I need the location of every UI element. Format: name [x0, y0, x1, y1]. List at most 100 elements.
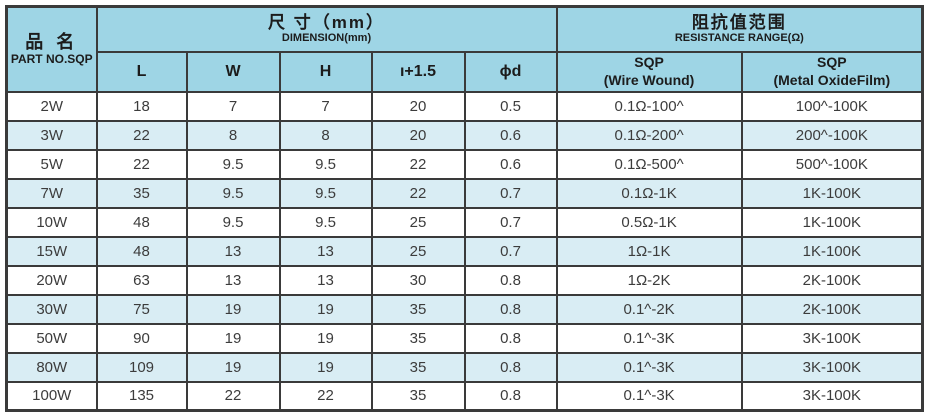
part-no-cell: 3W [5, 119, 98, 151]
lead-length-cell: 35 [370, 380, 466, 412]
col-header-W: W [185, 50, 281, 93]
lead-length-cell: 25 [370, 235, 466, 267]
dim-h-cell: 13 [278, 235, 373, 267]
dim-l-cell: 22 [95, 119, 188, 151]
dimension-header-zh: 尺 寸（mm） [268, 12, 386, 32]
col-header-lead-length-label: ı+1.5 [399, 62, 437, 80]
table-row: 50W 90 19 19 35 0.8 0.1^-3K 3K-100K [5, 322, 924, 354]
dim-w-cell: 7 [185, 90, 281, 122]
dim-l-cell: 75 [95, 293, 188, 325]
dim-l-cell: 135 [95, 380, 188, 412]
dim-h-cell: 9.5 [278, 148, 373, 180]
resistance-header-zh: 阻抗值范围 [691, 12, 787, 32]
metal-oxide-range-cell: 1K-100K [740, 235, 924, 267]
lead-diameter-cell: 0.8 [463, 322, 558, 354]
wire-wound-range-cell: 0.5Ω-1K [555, 206, 743, 238]
dim-l-cell: 48 [95, 206, 188, 238]
col-header-lead-diameter: ϕd [463, 50, 558, 93]
part-no-header: 品 名 PART NO.SQP [5, 5, 98, 93]
table-row: 2W 18 7 7 20 0.5 0.1Ω-100^ 100^-100K [5, 90, 924, 122]
spec-table: 品 名 PART NO.SQP 尺 寸（mm） DIMENSION(mm) 阻抗… [5, 5, 925, 412]
lead-diameter-cell: 0.7 [463, 206, 558, 238]
lead-length-cell: 30 [370, 264, 466, 296]
dim-w-cell: 13 [185, 235, 281, 267]
lead-diameter-cell: 0.6 [463, 119, 558, 151]
part-no-cell: 7W [5, 177, 98, 209]
dim-h-cell: 19 [278, 322, 373, 354]
table-row: 30W 75 19 19 35 0.8 0.1^-2K 2K-100K [5, 293, 924, 325]
wire-wound-range-cell: 1Ω-2K [555, 264, 743, 296]
lead-diameter-cell: 0.5 [463, 90, 558, 122]
part-no-cell: 2W [5, 90, 98, 122]
dim-w-cell: 9.5 [185, 148, 281, 180]
dim-l-cell: 63 [95, 264, 188, 296]
metal-oxide-range-cell: 3K-100K [740, 351, 924, 383]
dim-l-cell: 35 [95, 177, 188, 209]
table-header: 品 名 PART NO.SQP 尺 寸（mm） DIMENSION(mm) 阻抗… [5, 5, 924, 93]
dim-l-cell: 22 [95, 148, 188, 180]
resistance-group-header: 阻抗值范围 RESISTANCE RANGE(Ω) [555, 5, 924, 53]
dim-h-cell: 7 [278, 90, 373, 122]
part-no-cell: 15W [5, 235, 98, 267]
table-row: 100W 135 22 22 35 0.8 0.1^-3K 3K-100K [5, 380, 924, 412]
table-row: 7W 35 9.5 9.5 22 0.7 0.1Ω-1K 1K-100K [5, 177, 924, 209]
part-no-header-zh: 品 名 [25, 31, 79, 52]
dim-l-cell: 18 [95, 90, 188, 122]
dim-h-cell: 13 [278, 264, 373, 296]
dimension-header-en: DIMENSION(mm) [281, 32, 372, 45]
dim-w-cell: 9.5 [185, 206, 281, 238]
part-no-cell: 5W [5, 148, 98, 180]
wire-wound-range-cell: 0.1Ω-1K [555, 177, 743, 209]
dim-h-cell: 19 [278, 293, 373, 325]
metal-oxide-range-cell: 1K-100K [740, 206, 924, 238]
lead-diameter-cell: 0.8 [463, 293, 558, 325]
sqp-metal-oxide-line2: (Metal OxideFilm) [773, 71, 891, 88]
wire-wound-range-cell: 0.1Ω-200^ [555, 119, 743, 151]
col-header-L-label: L [136, 62, 147, 80]
metal-oxide-range-cell: 2K-100K [740, 264, 924, 296]
table-row: 20W 63 13 13 30 0.8 1Ω-2K 2K-100K [5, 264, 924, 296]
wire-wound-range-cell: 0.1^-2K [555, 293, 743, 325]
dim-w-cell: 19 [185, 351, 281, 383]
metal-oxide-range-cell: 1K-100K [740, 177, 924, 209]
col-header-L: L [95, 50, 188, 93]
table-row: 10W 48 9.5 9.5 25 0.7 0.5Ω-1K 1K-100K [5, 206, 924, 238]
metal-oxide-range-cell: 3K-100K [740, 380, 924, 412]
sqp-metal-oxide-line1: SQP [817, 54, 847, 70]
dim-w-cell: 9.5 [185, 177, 281, 209]
part-no-header-en: PART NO.SQP [10, 52, 93, 67]
dim-h-cell: 9.5 [278, 206, 373, 238]
sqp-wire-wound-line2: (Wire Wound) [603, 71, 695, 88]
lead-length-cell: 35 [370, 351, 466, 383]
dim-l-cell: 48 [95, 235, 188, 267]
part-no-cell: 20W [5, 264, 98, 296]
dim-l-cell: 90 [95, 322, 188, 354]
part-no-cell: 30W [5, 293, 98, 325]
dim-h-cell: 9.5 [278, 177, 373, 209]
dim-l-cell: 109 [95, 351, 188, 383]
dim-h-cell: 8 [278, 119, 373, 151]
col-header-H-label: H [319, 62, 332, 80]
wire-wound-range-cell: 0.1Ω-500^ [555, 148, 743, 180]
dim-w-cell: 19 [185, 293, 281, 325]
table-row: 80W 109 19 19 35 0.8 0.1^-3K 3K-100K [5, 351, 924, 383]
part-no-cell: 80W [5, 351, 98, 383]
dim-h-cell: 22 [278, 380, 373, 412]
col-header-H: H [278, 50, 373, 93]
lead-diameter-cell: 0.8 [463, 351, 558, 383]
wire-wound-range-cell: 0.1^-3K [555, 351, 743, 383]
wire-wound-range-cell: 1Ω-1K [555, 235, 743, 267]
col-header-sqp-wire-wound: SQP (Wire Wound) [555, 50, 743, 93]
lead-length-cell: 20 [370, 119, 466, 151]
col-header-W-label: W [225, 62, 241, 80]
lead-length-cell: 35 [370, 322, 466, 354]
metal-oxide-range-cell: 500^-100K [740, 148, 924, 180]
dim-w-cell: 19 [185, 322, 281, 354]
lead-diameter-cell: 0.7 [463, 177, 558, 209]
lead-length-cell: 35 [370, 293, 466, 325]
table-row: 3W 22 8 8 20 0.6 0.1Ω-200^ 200^-100K [5, 119, 924, 151]
resistance-header-en: RESISTANCE RANGE(Ω) [674, 32, 804, 45]
metal-oxide-range-cell: 2K-100K [740, 293, 924, 325]
dimension-group-header: 尺 寸（mm） DIMENSION(mm) [95, 5, 558, 53]
